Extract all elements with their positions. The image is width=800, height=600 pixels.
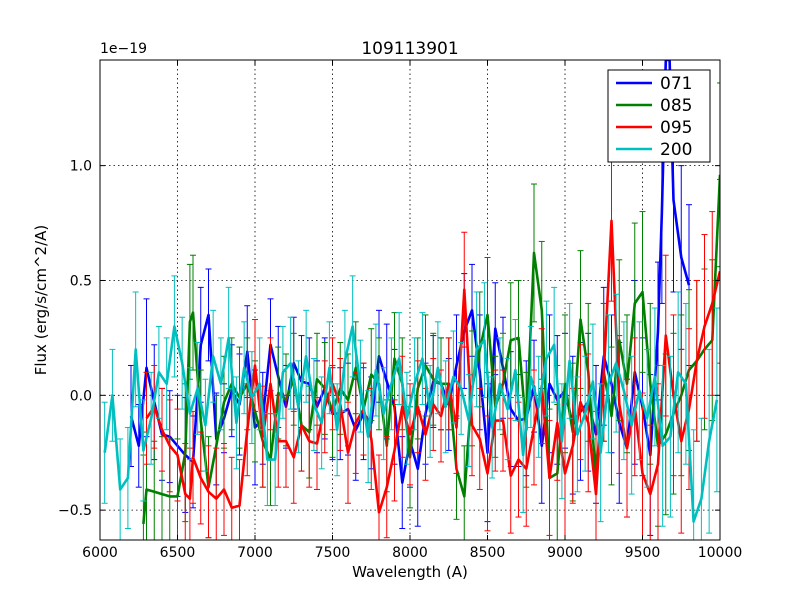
y-axis-label: Flux (erg/s/cm^2/A) <box>32 225 50 376</box>
x-tick-label: 9000 <box>547 545 583 561</box>
series-layer <box>101 60 720 540</box>
x-tick-label: 6000 <box>82 545 118 561</box>
x-tick-label: 7500 <box>315 545 351 561</box>
legend-box <box>607 69 711 163</box>
x-tick-label: 10000 <box>698 545 743 561</box>
legend-label-200: 200 <box>660 140 692 160</box>
y-tick-label: 0.5 <box>70 273 92 289</box>
series-200 <box>101 275 720 540</box>
y-tick-label: −0.5 <box>58 503 92 519</box>
x-tick-label: 6500 <box>160 545 196 561</box>
y-tick-label: 0.0 <box>70 388 92 404</box>
legend-label-071: 071 <box>660 74 692 94</box>
x-axis-label: Wavelength (A) <box>352 563 468 581</box>
series-line-200 <box>103 325 719 523</box>
x-tick-label: 7000 <box>237 545 273 561</box>
chart-title: 109113901 <box>361 39 458 59</box>
series-line-085 <box>142 174 720 525</box>
y-tick-label: 1.0 <box>70 159 92 175</box>
axis-ticks: 6000 6500 7000 7500 8000 8500 9000 9500 10000 −0.… <box>58 60 742 561</box>
x-tick-label: 8500 <box>470 545 506 561</box>
x-tick-label: 9500 <box>625 545 661 561</box>
series-line-071 <box>129 60 691 484</box>
legend-label-085: 085 <box>660 96 692 116</box>
x-tick-label: 8000 <box>392 545 428 561</box>
y-offset-label: 1e−19 <box>100 41 147 57</box>
legend-label-095: 095 <box>660 118 692 138</box>
series-line-095 <box>145 219 720 514</box>
